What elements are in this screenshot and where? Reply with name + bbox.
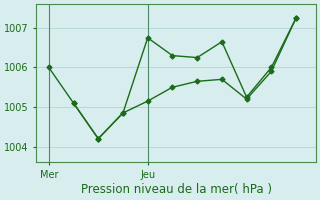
X-axis label: Pression niveau de la mer( hPa ): Pression niveau de la mer( hPa ) xyxy=(81,183,272,196)
